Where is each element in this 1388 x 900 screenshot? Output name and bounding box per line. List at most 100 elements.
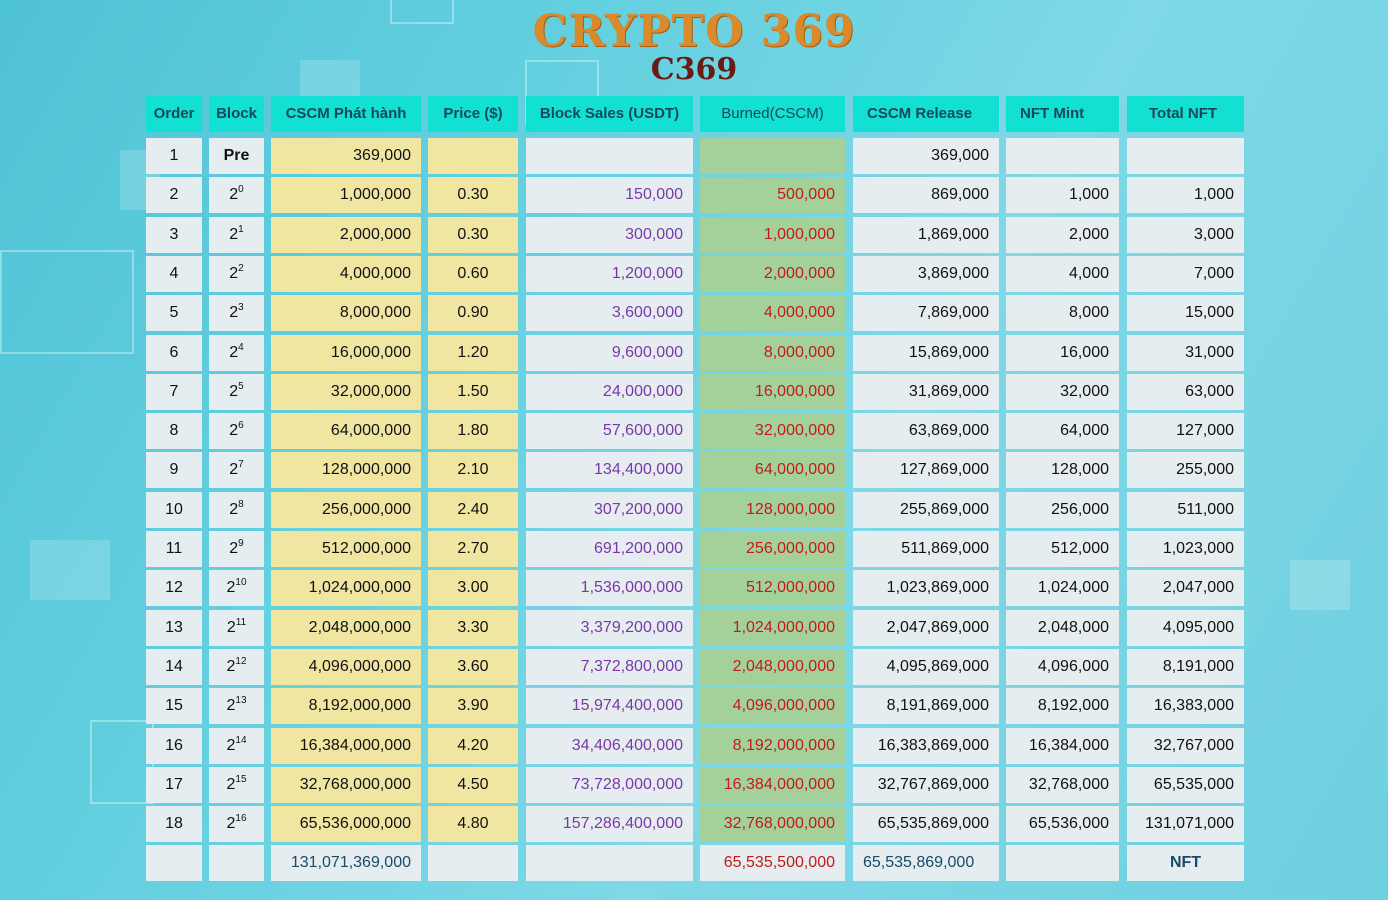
cell-issued: 369,000	[271, 138, 421, 174]
block-exponent: 10	[235, 576, 247, 588]
block-base: 2	[229, 501, 239, 518]
cell-order: 11	[146, 531, 202, 567]
cell-release: 65,535,869,000	[853, 806, 999, 842]
cell-release: 255,869,000	[853, 492, 999, 528]
header-block: Block	[209, 96, 264, 132]
total-cell-price	[428, 845, 518, 881]
total-cell-total-nft: NFT	[1127, 845, 1244, 881]
cell-order: 6	[146, 335, 202, 371]
cell-burned: 8,192,000,000	[700, 728, 845, 764]
cell-order: 2	[146, 177, 202, 213]
cell-release: 4,095,869,000	[853, 649, 999, 685]
cell-release: 127,869,000	[853, 452, 999, 488]
block-base: 2	[229, 304, 239, 321]
cell-burned: 1,000,000	[700, 217, 845, 253]
block-base: 2	[229, 226, 239, 243]
cell-release: 369,000	[853, 138, 999, 174]
cell-nft-mint: 64,000	[1006, 413, 1119, 449]
cell-nft-mint: 4,000	[1006, 256, 1119, 292]
block-exponent: 6	[238, 419, 244, 431]
cell-nft-mint: 256,000	[1006, 492, 1119, 528]
cell-order: 5	[146, 295, 202, 331]
cell-release: 8,191,869,000	[853, 688, 999, 724]
cell-burned: 2,000,000	[700, 256, 845, 292]
cell-price: 2.70	[428, 531, 518, 567]
cell-burned: 8,000,000	[700, 335, 845, 371]
header-price: Price ($)	[428, 96, 518, 132]
cell-block: 210	[209, 570, 264, 606]
cell-burned: 500,000	[700, 177, 845, 213]
cell-total-nft: 65,535,000	[1127, 767, 1244, 803]
cell-burned: 128,000,000	[700, 492, 845, 528]
cell-total-nft: 127,000	[1127, 413, 1244, 449]
block-base: Pre	[223, 147, 250, 164]
cell-order: 7	[146, 374, 202, 410]
cell-total-nft: 3,000	[1127, 217, 1244, 253]
cell-price: 1.80	[428, 413, 518, 449]
block-exponent: 9	[238, 537, 244, 549]
cell-block: 22	[209, 256, 264, 292]
cell-burned: 256,000,000	[700, 531, 845, 567]
cell-nft-mint: 4,096,000	[1006, 649, 1119, 685]
total-cell-block-sales	[526, 845, 693, 881]
cell-block-sales: 9,600,000	[526, 335, 693, 371]
cell-total-nft: 16,383,000	[1127, 688, 1244, 724]
cell-burned: 16,000,000	[700, 374, 845, 410]
cell-block: 26	[209, 413, 264, 449]
cell-issued: 8,192,000,000	[271, 688, 421, 724]
cell-total-nft: 255,000	[1127, 452, 1244, 488]
header-total-nft: Total NFT	[1127, 96, 1244, 132]
cell-nft-mint: 512,000	[1006, 531, 1119, 567]
cell-release: 15,869,000	[853, 335, 999, 371]
cell-order: 15	[146, 688, 202, 724]
cell-block: 213	[209, 688, 264, 724]
block-base: 2	[226, 776, 236, 793]
background-decoration	[1290, 560, 1350, 610]
cell-price: 3.00	[428, 570, 518, 606]
cell-order: 8	[146, 413, 202, 449]
header-issued: CSCM Phát hành	[271, 96, 421, 132]
cell-order: 10	[146, 492, 202, 528]
cell-block: 24	[209, 335, 264, 371]
cell-burned: 32,000,000	[700, 413, 845, 449]
cell-block-sales: 1,536,000,000	[526, 570, 693, 606]
cell-issued: 8,000,000	[271, 295, 421, 331]
cell-total-nft: 1,023,000	[1127, 531, 1244, 567]
cell-block-sales: 150,000	[526, 177, 693, 213]
cell-price: 0.90	[428, 295, 518, 331]
header-nft-mint: NFT Mint	[1006, 96, 1119, 132]
cell-nft-mint: 16,384,000	[1006, 728, 1119, 764]
cell-release: 3,869,000	[853, 256, 999, 292]
cell-block-sales: 157,286,400,000	[526, 806, 693, 842]
cell-burned: 512,000,000	[700, 570, 845, 606]
cell-burned: 4,000,000	[700, 295, 845, 331]
background-decoration	[300, 60, 360, 100]
cell-block: 27	[209, 452, 264, 488]
block-exponent: 15	[235, 773, 247, 785]
cell-release: 31,869,000	[853, 374, 999, 410]
total-cell-order	[146, 845, 202, 881]
cell-issued: 2,048,000,000	[271, 610, 421, 646]
block-exponent: 16	[235, 812, 247, 824]
cell-issued: 16,000,000	[271, 335, 421, 371]
block-base: 2	[226, 579, 236, 596]
block-base: 2	[226, 737, 236, 754]
cell-issued: 16,384,000,000	[271, 728, 421, 764]
cell-block: 23	[209, 295, 264, 331]
cell-block: 21	[209, 217, 264, 253]
cell-total-nft: 1,000	[1127, 177, 1244, 213]
block-exponent: 2	[238, 262, 244, 274]
block-base: 2	[229, 461, 239, 478]
cell-nft-mint: 32,000	[1006, 374, 1119, 410]
cell-price: 3.60	[428, 649, 518, 685]
cell-release: 1,023,869,000	[853, 570, 999, 606]
total-cell-block	[209, 845, 264, 881]
cell-price: 4.20	[428, 728, 518, 764]
cell-order: 13	[146, 610, 202, 646]
cell-block-sales	[526, 138, 693, 174]
cell-block-sales: 73,728,000,000	[526, 767, 693, 803]
block-exponent: 8	[238, 498, 244, 510]
block-exponent: 7	[238, 458, 244, 470]
cell-total-nft: 63,000	[1127, 374, 1244, 410]
cell-issued: 256,000,000	[271, 492, 421, 528]
